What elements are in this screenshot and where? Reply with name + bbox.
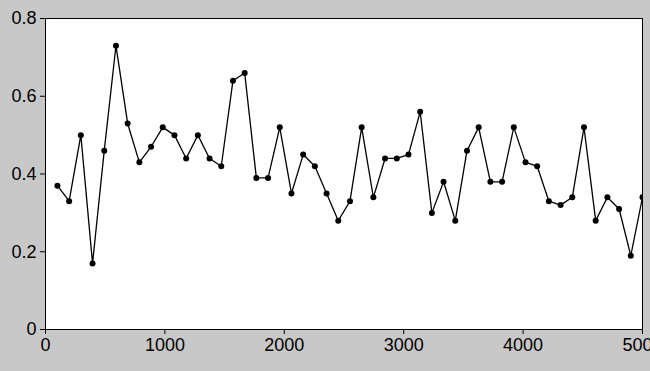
svg-text:2000: 2000 — [264, 335, 304, 355]
svg-text:5000: 5000 — [622, 335, 650, 355]
svg-text:0.2: 0.2 — [11, 242, 36, 262]
svg-text:0: 0 — [26, 319, 36, 339]
svg-text:0.8: 0.8 — [11, 8, 36, 28]
svg-text:0: 0 — [40, 335, 50, 355]
svg-text:3000: 3000 — [384, 335, 424, 355]
svg-text:4000: 4000 — [503, 335, 543, 355]
svg-text:0.6: 0.6 — [11, 86, 36, 106]
svg-text:1000: 1000 — [145, 335, 185, 355]
svg-text:0.4: 0.4 — [11, 164, 36, 184]
